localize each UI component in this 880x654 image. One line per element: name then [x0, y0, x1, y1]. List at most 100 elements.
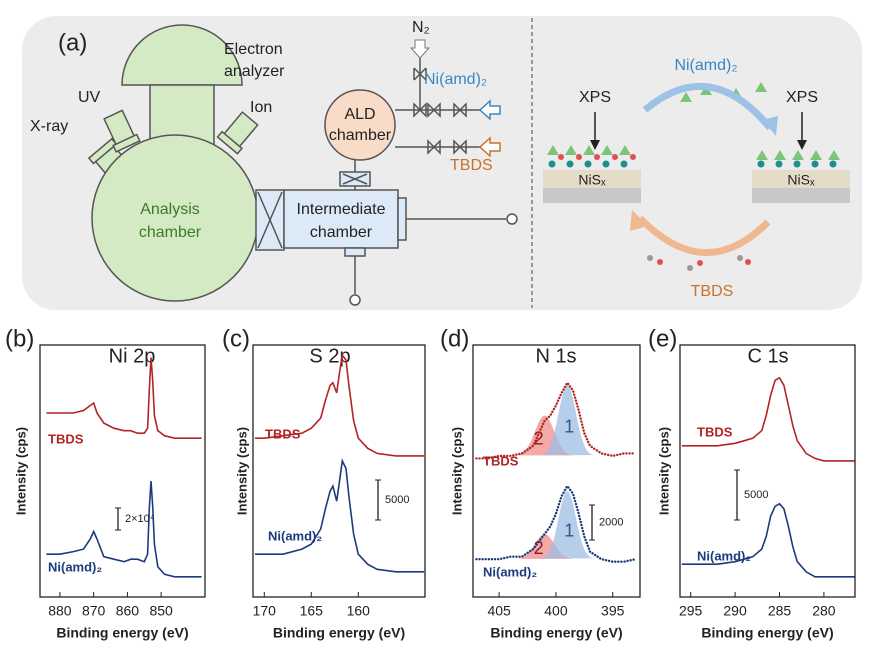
ald-cycle [543, 82, 850, 271]
scale-bar-label: 2000 [599, 516, 623, 528]
label: Analysis [140, 201, 200, 218]
peak-label: 1 [564, 521, 574, 541]
x-tick-label: 160 [347, 603, 371, 619]
plot-frame [472, 344, 641, 598]
surface-atoms [548, 160, 837, 168]
x-tick-label: 860 [116, 603, 140, 619]
panel-label: (b) [5, 325, 34, 352]
coreactant-arrow [478, 136, 501, 158]
spectrum [46, 357, 202, 439]
x-axis-label: Binding energy (eV) [701, 625, 833, 641]
spectrum [254, 353, 425, 457]
x-tick-label: 405 [487, 603, 511, 619]
xps-system [87, 24, 518, 306]
fit-peak [541, 491, 594, 559]
x-tick-label: 400 [544, 603, 568, 619]
x-tick-label: 295 [679, 603, 703, 619]
y-axis-label: Intensity (cps) [234, 427, 249, 515]
label: NiSₓ [787, 172, 815, 188]
analyzer-dome [121, 24, 243, 86]
substrate-base [543, 188, 641, 203]
panel-label: (e) [648, 325, 677, 352]
y-axis-label: Intensity (cps) [13, 427, 28, 515]
chart-title: C 1s [747, 345, 788, 367]
label: Ion [250, 99, 272, 116]
label: Ni(amd)₂ [424, 71, 487, 88]
x-tick-label: 290 [723, 603, 747, 619]
arrow-top [642, 82, 773, 131]
spectrum [681, 376, 855, 462]
label: ALD [344, 106, 375, 123]
label: XPS [786, 89, 818, 106]
precursor-arrow [478, 99, 501, 121]
label: NiSₓ [578, 172, 606, 188]
x-tick-label: 395 [601, 603, 625, 619]
sulfur-atoms [558, 154, 636, 160]
series-label: Ni(amd)₂ [483, 564, 537, 579]
n2-arrow [409, 39, 431, 59]
arrow-bottom [637, 215, 771, 256]
peak-label: 1 [564, 416, 574, 436]
panel-label: (c) [222, 325, 250, 352]
peak-label: 2 [534, 538, 544, 558]
label: chamber [139, 224, 202, 241]
label: analyzer [224, 63, 285, 80]
series-label: TBDS [48, 431, 84, 446]
spectrum [46, 481, 202, 578]
label: N₂ [412, 19, 430, 36]
series-label: Ni(amd)₂ [697, 548, 751, 563]
scale-bar-label: 5000 [385, 494, 409, 506]
series-label: TBDS [483, 453, 519, 468]
fit-peak [541, 385, 594, 456]
substrate-base [752, 188, 850, 203]
y-axis-label: Intensity (cps) [656, 427, 671, 515]
label: Electron [224, 41, 283, 58]
x-tick-label: 880 [48, 603, 72, 619]
scale-bar-label: 2×10⁴ [125, 513, 155, 525]
label: Ni(amd)₂ [674, 57, 737, 74]
chart-title: Ni 2p [109, 345, 156, 367]
chart-title: N 1s [535, 345, 576, 367]
x-tick-label: 170 [253, 603, 277, 619]
x-axis-label: Binding energy (eV) [490, 625, 622, 641]
uv-port [103, 109, 141, 153]
peak-label: 2 [534, 429, 544, 449]
label: Intermediate [297, 201, 386, 218]
series-label: Ni(amd)₂ [268, 528, 322, 543]
substrate [543, 170, 641, 188]
x-tick-label: 165 [300, 603, 324, 619]
chart-title: S 2p [309, 345, 350, 367]
substrate [752, 170, 850, 188]
x-tick-label: 850 [149, 603, 173, 619]
label: chamber [310, 224, 373, 241]
label: TBDS [691, 283, 734, 300]
panel-label: (a) [58, 29, 87, 56]
panel-label: (d) [440, 325, 469, 352]
label: TBDS [450, 157, 493, 174]
x-tick-label: 870 [82, 603, 106, 619]
plot-frame [252, 344, 426, 598]
series-label: Ni(amd)₂ [48, 559, 102, 574]
plot-frame [39, 344, 206, 598]
spectrum [475, 483, 637, 563]
series-label: TBDS [697, 424, 733, 439]
y-axis-label: Intensity (cps) [449, 427, 464, 515]
x-tick-label: 285 [768, 603, 792, 619]
intermediate-chamber [283, 189, 399, 249]
label: XPS [579, 89, 611, 106]
ion-port [216, 111, 259, 155]
scale-bar-label: 5000 [744, 489, 768, 501]
label: X-ray [30, 118, 68, 135]
series-label: TBDS [265, 426, 301, 441]
spectrum [681, 502, 855, 578]
label: UV [78, 89, 101, 106]
x-tick-label: 280 [812, 603, 836, 619]
spectrum [254, 458, 425, 573]
x-axis-label: Binding energy (eV) [273, 625, 405, 641]
x-axis-label: Binding energy (eV) [56, 625, 188, 641]
label: chamber [329, 127, 392, 144]
ald-chamber [324, 89, 396, 161]
plot-frame [679, 344, 856, 598]
spectrum [475, 380, 637, 460]
